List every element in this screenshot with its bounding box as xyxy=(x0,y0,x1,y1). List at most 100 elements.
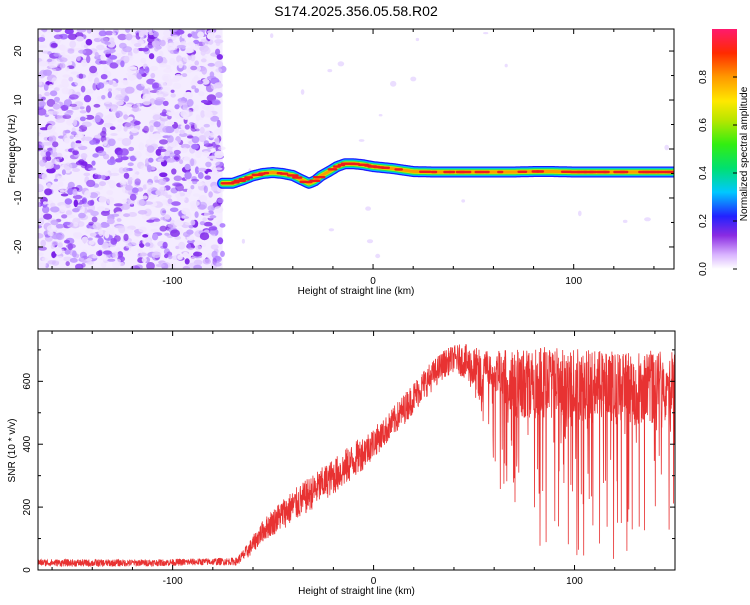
noise-speck xyxy=(208,226,218,231)
noise-speck xyxy=(100,222,110,228)
noise-speck xyxy=(184,171,192,180)
noise-speck xyxy=(106,146,113,154)
noise-speck xyxy=(209,215,217,219)
noise-speck xyxy=(180,109,190,118)
noise-speck xyxy=(160,208,167,216)
noise-speck xyxy=(73,222,79,227)
noise-speck xyxy=(78,128,85,132)
noise-speck xyxy=(220,250,225,257)
noise-speck xyxy=(210,115,220,122)
snr-plot-area xyxy=(38,331,675,570)
noise-speck xyxy=(90,29,101,33)
sparse-speck xyxy=(622,219,628,223)
noise-speck xyxy=(54,158,60,165)
noise-speck xyxy=(139,251,148,260)
noise-speck xyxy=(55,223,64,229)
noise-speck xyxy=(141,47,149,52)
noise-speck xyxy=(101,262,107,268)
noise-speck xyxy=(166,157,176,163)
noise-speck xyxy=(110,133,118,136)
noise-speck xyxy=(117,33,128,41)
sparse-speck xyxy=(337,61,345,67)
noise-speck xyxy=(88,221,95,226)
noise-speck xyxy=(124,122,134,129)
noise-speck xyxy=(107,91,113,99)
noise-speck xyxy=(146,145,155,153)
noise-speck xyxy=(94,174,103,180)
noise-speck xyxy=(167,198,173,205)
noise-speck xyxy=(112,89,119,96)
noise-speck xyxy=(203,109,213,117)
noise-speck xyxy=(202,217,207,222)
noise-speck xyxy=(38,233,44,239)
noise-speck xyxy=(191,178,199,182)
noise-speck xyxy=(171,201,181,206)
noise-speck xyxy=(187,98,194,107)
noise-speck xyxy=(164,253,169,259)
noise-speck xyxy=(159,172,168,178)
noise-speck xyxy=(66,243,76,249)
noise-speck xyxy=(53,178,59,182)
noise-speck xyxy=(215,161,224,168)
noise-speck xyxy=(112,82,118,87)
noise-speck xyxy=(64,249,71,255)
noise-speck xyxy=(39,133,49,137)
noise-speck xyxy=(168,42,176,47)
noise-speck xyxy=(116,218,122,222)
noise-speck xyxy=(103,50,112,55)
noise-speck xyxy=(46,224,57,232)
noise-speck xyxy=(202,39,210,47)
noise-speck xyxy=(155,189,165,196)
noise-speck xyxy=(123,172,130,179)
noise-speck xyxy=(65,261,70,267)
noise-speck xyxy=(60,193,69,197)
noise-speck xyxy=(39,159,46,167)
snr-x-tick-label: 0 xyxy=(371,576,377,587)
noise-speck xyxy=(74,78,84,87)
noise-speck xyxy=(132,187,139,194)
noise-speck xyxy=(129,193,137,201)
noise-speck xyxy=(121,138,132,146)
noise-speck xyxy=(149,65,159,72)
noise-speck xyxy=(100,54,105,61)
noise-speck xyxy=(190,205,197,212)
noise-speck xyxy=(71,91,76,96)
noise-speck xyxy=(120,183,127,188)
noise-speck xyxy=(130,128,139,134)
noise-speck xyxy=(166,64,171,70)
noise-speck xyxy=(39,101,46,107)
noise-speck xyxy=(203,140,210,147)
noise-speck xyxy=(213,129,223,135)
noise-speck xyxy=(157,93,164,98)
noise-speck xyxy=(61,169,66,176)
snr-axes: -100 0 100 0 200 400 600 xyxy=(22,331,675,587)
noise-speck xyxy=(45,151,51,157)
noise-speck xyxy=(137,253,142,259)
noise-speck xyxy=(214,60,224,68)
noise-speck xyxy=(87,200,95,206)
noise-speck xyxy=(190,65,198,71)
noise-speck xyxy=(211,185,218,192)
colorbar-tick-label: 0.6 xyxy=(698,118,709,132)
noise-speck xyxy=(64,198,73,205)
noise-speck xyxy=(194,211,199,219)
noise-speck xyxy=(40,239,46,247)
sparse-speck xyxy=(300,89,305,95)
noise-speck xyxy=(91,254,99,259)
noise-speck xyxy=(79,251,87,259)
noise-speck xyxy=(63,162,73,171)
noise-speck xyxy=(113,203,123,207)
spectrogram-y-tick-label: -10 xyxy=(13,190,24,205)
noise-speck xyxy=(81,262,86,268)
noise-speck xyxy=(147,188,152,196)
noise-speck xyxy=(152,135,159,141)
sparse-speck xyxy=(328,228,335,232)
noise-speck xyxy=(86,55,91,64)
noise-speck xyxy=(190,256,196,263)
noise-speck xyxy=(97,150,107,156)
noise-speck xyxy=(133,43,142,47)
noise-speck xyxy=(194,88,199,93)
noise-speck xyxy=(64,29,74,35)
noise-speck xyxy=(191,85,197,90)
